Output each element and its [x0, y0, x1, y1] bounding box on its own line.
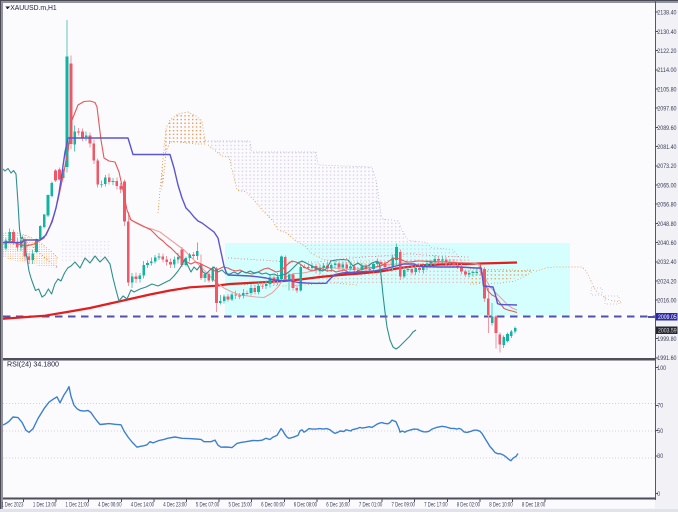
svg-text:XAUUSD.m,H1: XAUUSD.m,H1	[10, 5, 57, 12]
svg-text:1999.80: 1999.80	[657, 336, 676, 343]
svg-text:2024.20: 2024.20	[657, 278, 676, 285]
svg-text:7 Dec 09:00: 7 Dec 09:00	[392, 502, 416, 509]
svg-text:2056.80: 2056.80	[657, 202, 676, 209]
svg-text:50: 50	[657, 428, 663, 435]
svg-text:4 Dec 14:00: 4 Dec 14:00	[131, 502, 155, 509]
svg-text:8 Dec 02:00: 8 Dec 02:00	[457, 502, 481, 509]
svg-text:6 Dec 16:00: 6 Dec 16:00	[326, 502, 350, 509]
svg-text:4 Dec 06:00: 4 Dec 06:00	[98, 502, 122, 509]
svg-text:6 Dec 00:00: 6 Dec 00:00	[261, 502, 285, 509]
svg-text:2048.80: 2048.80	[657, 221, 676, 228]
svg-text:2040.60: 2040.60	[657, 240, 676, 247]
svg-text:2016.00: 2016.00	[657, 298, 676, 305]
svg-text:2105.80: 2105.80	[657, 86, 676, 93]
svg-text:30: 30	[657, 453, 663, 460]
svg-text:5 Dec 07:00: 5 Dec 07:00	[196, 502, 220, 509]
svg-text:2073.20: 2073.20	[657, 163, 676, 170]
svg-text:2122.20: 2122.20	[657, 48, 676, 55]
svg-text:1991.60: 1991.60	[657, 355, 676, 362]
svg-text:2065.00: 2065.00	[657, 182, 676, 189]
svg-text:2003.59: 2003.59	[658, 328, 677, 335]
svg-text:2138.40: 2138.40	[657, 10, 676, 17]
svg-text:RSI(24) 34.1800: RSI(24) 34.1800	[7, 362, 59, 369]
svg-text:7 Dec 01:00: 7 Dec 01:00	[359, 502, 383, 509]
svg-text:8 Dec 10:00: 8 Dec 10:00	[489, 502, 513, 509]
svg-text:2089.60: 2089.60	[657, 125, 676, 132]
svg-text:70: 70	[657, 403, 663, 410]
svg-text:2130.40: 2130.40	[657, 29, 676, 36]
svg-text:2009.05: 2009.05	[658, 314, 677, 321]
svg-text:1 Dec 2023: 1 Dec 2023	[1, 502, 23, 509]
svg-text:8 Dec 18:00: 8 Dec 18:00	[522, 502, 546, 509]
svg-text:5 Dec 15:00: 5 Dec 15:00	[229, 502, 253, 509]
svg-text:1 Dec 21:00: 1 Dec 21:00	[66, 502, 90, 509]
svg-text:1 Dec 13:00: 1 Dec 13:00	[33, 502, 57, 509]
svg-text:6 Dec 08:00: 6 Dec 08:00	[294, 502, 318, 509]
svg-text:2097.60: 2097.60	[657, 106, 676, 113]
svg-text:2114.00: 2114.00	[657, 67, 676, 74]
svg-text:2032.40: 2032.40	[657, 259, 676, 266]
svg-text:2081.40: 2081.40	[657, 144, 676, 151]
svg-text:4 Dec 23:00: 4 Dec 23:00	[163, 502, 187, 509]
svg-text:100: 100	[657, 365, 666, 372]
svg-text:7 Dec 17:00: 7 Dec 17:00	[424, 502, 448, 509]
svg-text:0: 0	[657, 491, 660, 498]
